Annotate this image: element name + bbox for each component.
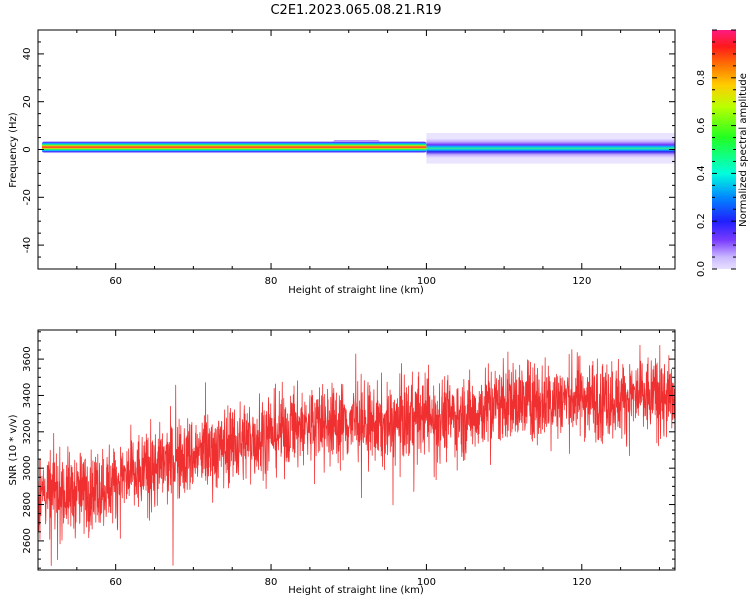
- snr-y-tick-label: 3200: [22, 419, 33, 444]
- snr-series-line: [38, 344, 675, 566]
- spectrogram-y-tick-label: -20: [22, 189, 33, 205]
- spectrogram-x-tick-label: 60: [109, 276, 122, 287]
- colorbar: 0.0 0.2 0.4 0.6 0.8 Normalized spectral ampl…: [696, 29, 749, 277]
- snr-x-tick-label: 100: [417, 577, 436, 588]
- snr-panel: 60 80 100 120 2600 2800 3000 3200 3400 3600 Heig…: [8, 329, 676, 596]
- colorbar-tick-label: 0.2: [696, 213, 707, 229]
- spectrogram-y-tick-label: 40: [22, 48, 33, 61]
- snr-y-tick-label: 2800: [22, 492, 33, 517]
- figure-title: C2E1.2023.065.08.21.R19: [270, 3, 441, 18]
- snr-x-tick-label: 120: [572, 577, 591, 588]
- spectrogram-y-ticks: 40 20 0 -20 -40: [22, 29, 675, 270]
- spectrogram-x-tick-label: 120: [572, 276, 591, 287]
- colorbar-tick-label: 0.6: [696, 118, 707, 134]
- snr-y-ticks: 2600 2800 3000 3200 3400 3600: [22, 331, 675, 569]
- spectrogram-band-high-altitude: [426, 138, 675, 158]
- spectrogram-y-axis-label: Frequency (Hz): [8, 112, 19, 188]
- colorbar-tick-label: 0.8: [696, 70, 707, 86]
- colorbar-label: Normalized spectral amplitude: [738, 73, 749, 227]
- spectrogram-bands: [41, 133, 675, 164]
- snr-x-tick-label: 80: [265, 577, 278, 588]
- colorbar-ticks: 0.0 0.2 0.4 0.6 0.8: [696, 29, 736, 277]
- colorbar-gradient: [712, 30, 736, 269]
- spectrogram-y-tick-label: -40: [22, 237, 33, 253]
- spectrogram-x-axis-label: Height of straight line (km): [288, 285, 424, 296]
- snr-axes-frame: [38, 330, 675, 570]
- snr-y-tick-label: 2600: [22, 528, 33, 553]
- spectrogram-x-tick-label: 80: [265, 276, 278, 287]
- spectrogram-band-low-altitude: [41, 141, 427, 154]
- colorbar-tick-label: 0.4: [696, 165, 707, 181]
- spectrogram-panel: 60 80 100 120 40 20 0 -20 -40 Height of straigh…: [8, 29, 676, 296]
- spectrogram-x-tick-label: 100: [417, 276, 436, 287]
- snr-y-tick-label: 3600: [22, 346, 33, 371]
- snr-y-axis-label: SNR (10 * v/v): [8, 414, 19, 485]
- snr-x-tick-label: 60: [109, 577, 122, 588]
- spectrogram-y-tick-label: 0: [22, 146, 33, 152]
- spectrogram-y-tick-label: 20: [22, 95, 33, 108]
- snr-x-axis-label: Height of straight line (km): [288, 585, 424, 596]
- colorbar-tick-label: 0.0: [696, 261, 707, 277]
- snr-y-tick-label: 3000: [22, 455, 33, 480]
- snr-y-tick-label: 3400: [22, 383, 33, 408]
